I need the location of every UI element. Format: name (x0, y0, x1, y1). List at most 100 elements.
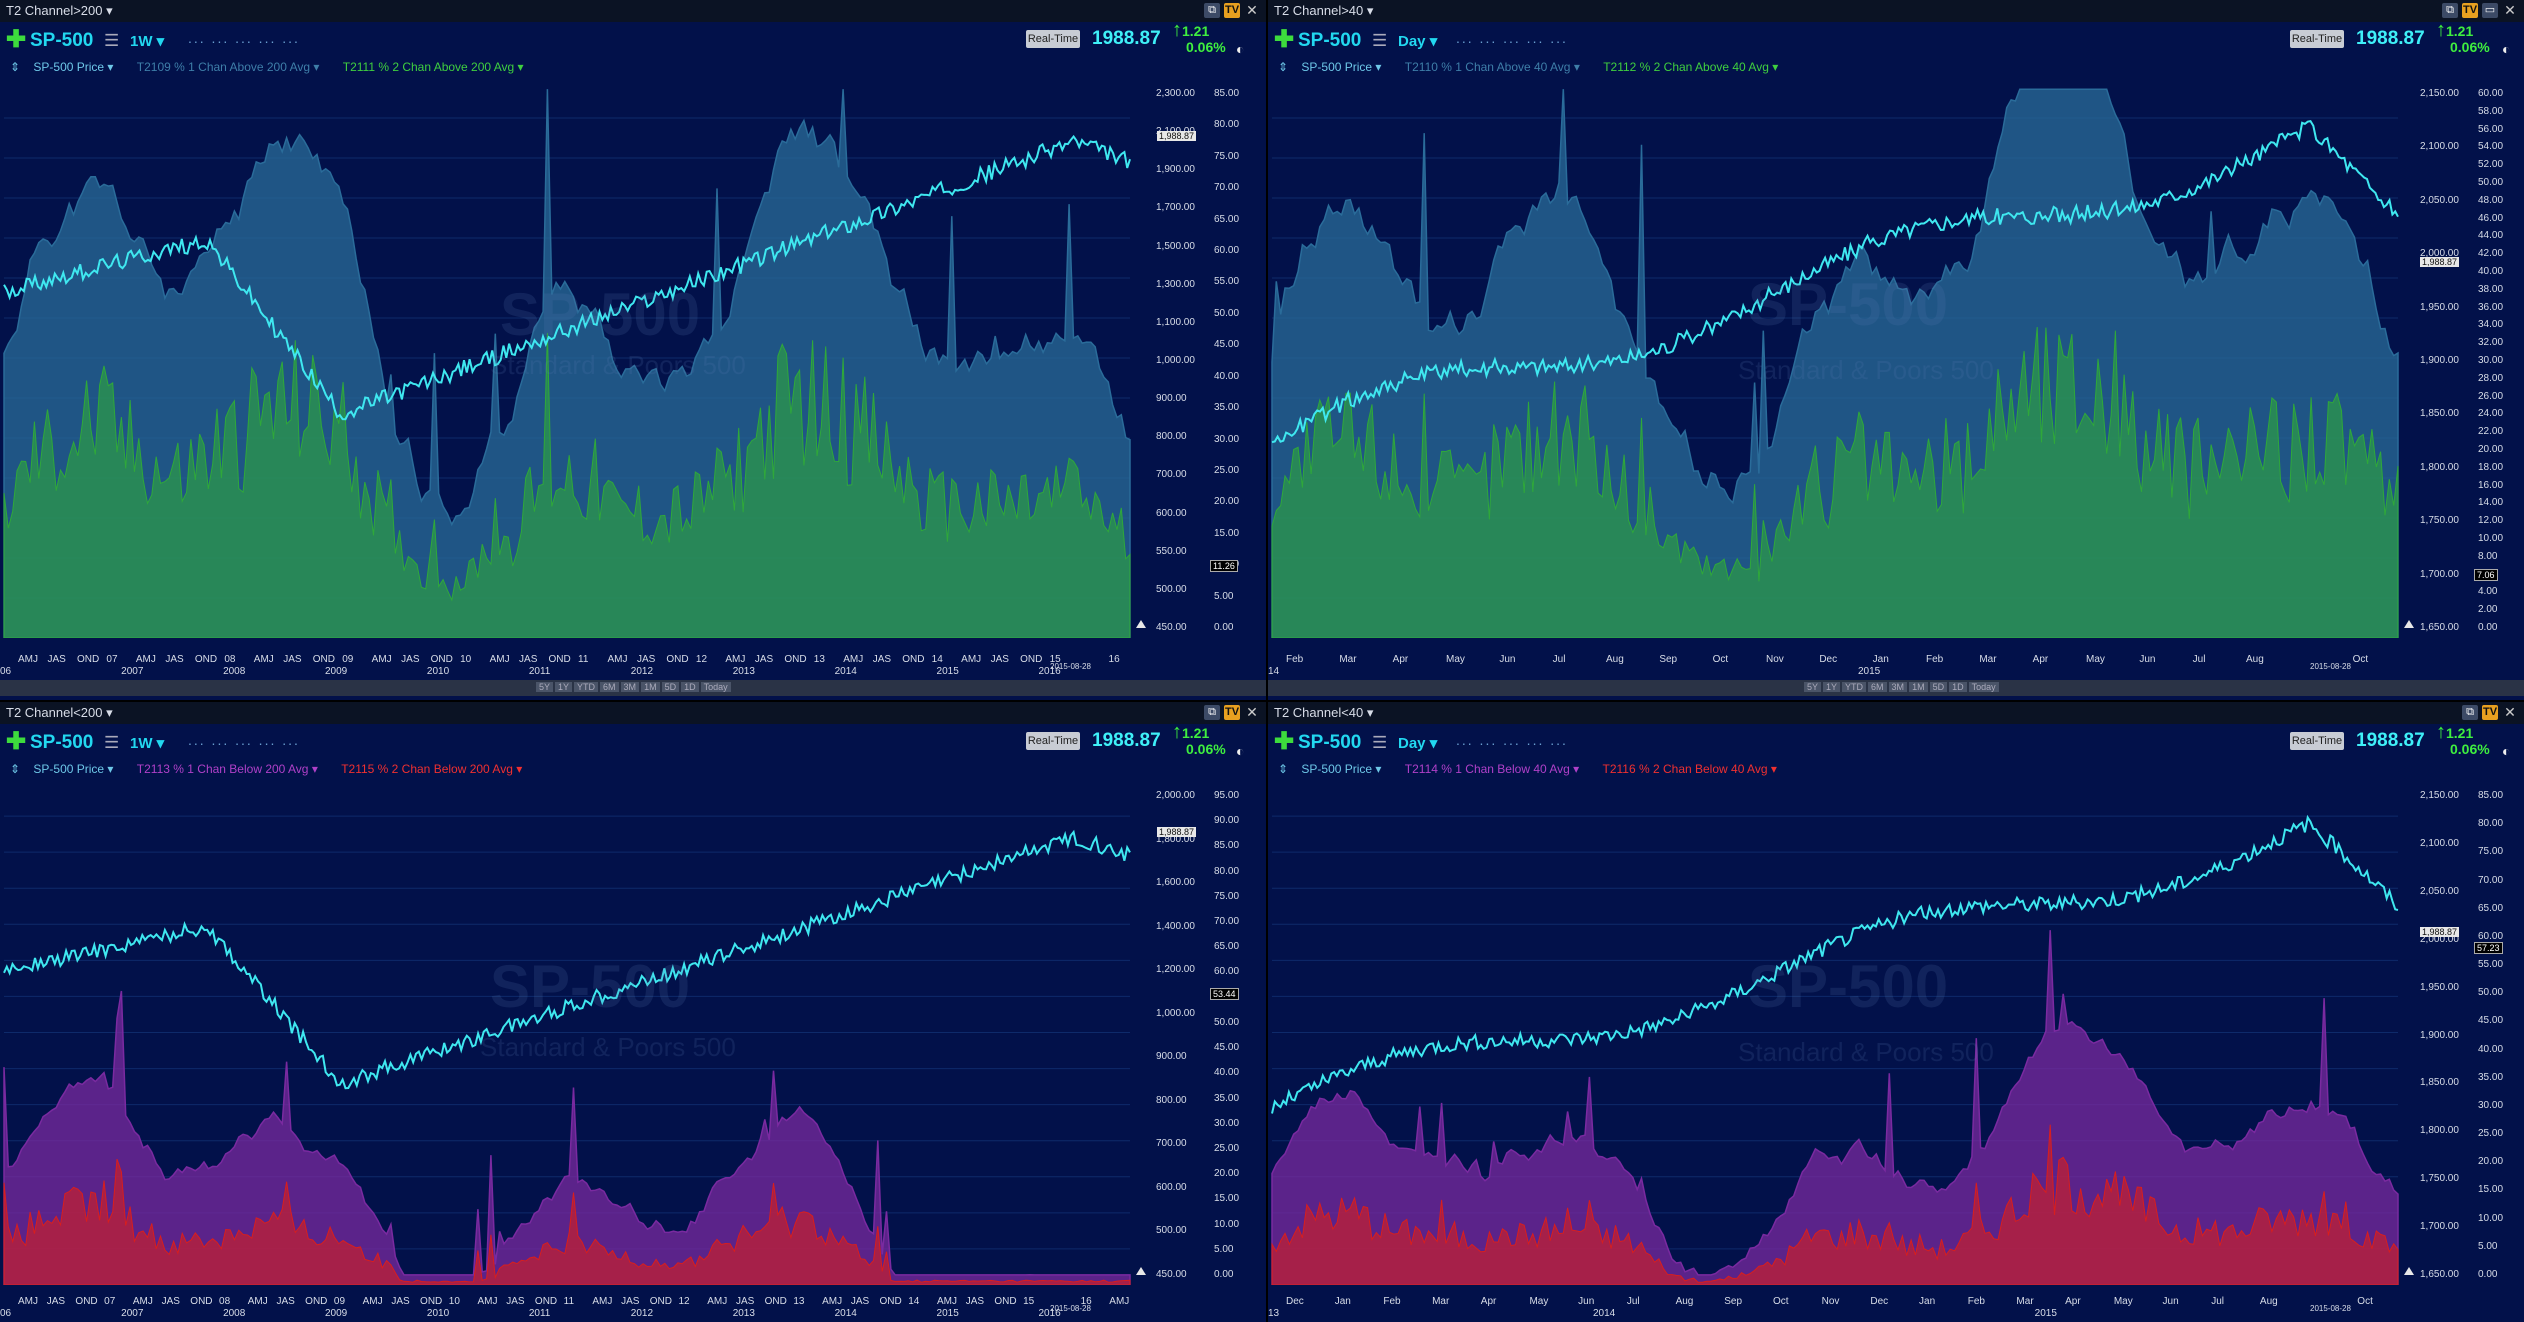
price-axis[interactable]: 2,000.00 1,800.00 1,600.00 1,400.00 1,200.00… (1156, 780, 1214, 1285)
legend-item-below-1[interactable]: T2114 % 1 Chan Below 40 Avg ▾ (1404, 762, 1580, 776)
price-axis[interactable]: 2,300.002,100.001,900.001,700.001,500.00… (1156, 78, 1214, 638)
chevron-down-icon[interactable]: ▾ (102, 3, 113, 18)
zoom-button[interactable]: 1Y (1823, 682, 1841, 692)
zoom-button[interactable]: 1D (1949, 682, 1967, 692)
legend-item-above-1[interactable]: T2110 % 1 Chan Above 40 Avg ▾ (1404, 60, 1580, 74)
chart-plot-area[interactable] (0, 78, 1150, 638)
pane-titlebar[interactable]: T2 Channel>40 ▾ ⧉ TV ▭ ✕ (1268, 0, 2524, 22)
zoom-button[interactable]: Today (1968, 682, 1999, 692)
globe-icon[interactable]: ◐ (1236, 41, 1245, 57)
zoom-button[interactable]: YTD (1842, 682, 1867, 692)
zoom-button[interactable]: 6M (600, 682, 619, 692)
percent-axis[interactable]: 95.00 90.00 85.00 80.00 75.00 70.00 65.00 60.00… (1214, 780, 1264, 1285)
zoom-button[interactable]: 3M (620, 682, 640, 692)
legend-item-price[interactable]: ⇕ SP-500 Price ▾ (1278, 60, 1382, 74)
list-icon[interactable]: ☰ (1372, 31, 1388, 50)
price-axis[interactable]: 2,150.00 2,100.00 2,050.00 2,000.00 1,950.00… (2420, 780, 2476, 1285)
pane-titlebar[interactable]: T2 Channel<40 ▾ ⧉ TV ✕ (1268, 702, 2524, 724)
tv-icon[interactable]: TV (2482, 705, 2498, 720)
split-layout-icon[interactable]: ⧉ (2442, 3, 2458, 18)
symbol-name[interactable]: SP-500 (30, 30, 94, 51)
legend-item-price[interactable]: ⇕ SP-500 Price ▾ (10, 762, 114, 776)
split-layout-icon[interactable]: ⧉ (1204, 3, 1220, 18)
chart-pane-below-40[interactable]: T2 Channel<40 ▾ ⧉ TV ✕ ✚ SP-500 ☰ Day ▾ … (1268, 702, 2524, 1322)
add-symbol-icon[interactable]: ✚ (6, 728, 27, 755)
zoom-button[interactable]: 1D (681, 682, 699, 692)
window-icon[interactable]: ▭ (2482, 3, 2498, 18)
legend-item-above-1[interactable]: T2109 % 1 Chan Above 200 Avg ▾ (136, 60, 320, 74)
time-axis[interactable]: 14 Feb Mar Apr May Jun Jul Aug Sep Oct Nov Dec Jan Fe… (1268, 652, 2418, 678)
legend-item-price[interactable]: ⇕ SP-500 Price ▾ (10, 60, 114, 74)
percent-axis[interactable]: 85.00 80.00 75.00 70.00 65.00 60.00 55.00 50.00… (1214, 78, 1264, 638)
zoom-button[interactable]: YTD (574, 682, 599, 692)
tv-icon[interactable]: TV (2462, 3, 2478, 18)
percent-axis[interactable]: 85.00 80.00 75.00 70.00 65.00 60.00 55.00 50.00… (2478, 780, 2524, 1285)
add-symbol-icon[interactable]: ✚ (6, 26, 27, 53)
legend-item-below-2[interactable]: T2115 % 2 Chan Below 200 Avg ▾ (341, 762, 523, 776)
tv-icon[interactable]: TV (1224, 705, 1240, 720)
zoom-button[interactable]: Today (700, 682, 731, 692)
symbol-name[interactable]: SP-500 (1298, 30, 1362, 51)
legend-item-above-2[interactable]: T2112 % 2 Chan Above 40 Avg ▾ (1603, 60, 1779, 74)
chevron-down-icon[interactable]: ▾ (102, 705, 113, 720)
zoom-button[interactable]: 1Y (555, 682, 573, 692)
add-symbol-icon[interactable]: ✚ (1274, 728, 1295, 755)
list-icon[interactable]: ☰ (1372, 733, 1388, 752)
list-icon[interactable]: ☰ (104, 31, 120, 50)
symbol-name[interactable]: SP-500 (1298, 732, 1362, 753)
zoom-button[interactable]: 5Y (1804, 682, 1822, 692)
time-scrollbar[interactable]: 5Y 1Y YTD 6M 3M 1M 5D 1D Today (1268, 680, 2524, 696)
chevron-down-icon[interactable]: ▾ (1363, 705, 1374, 720)
split-layout-icon[interactable]: ⧉ (1204, 705, 1220, 720)
chart-plot-area[interactable] (1268, 780, 2418, 1285)
interval-selector[interactable]: Day ▾ (1398, 33, 1438, 50)
legend-item-price[interactable]: ⇕ SP-500 Price ▾ (1278, 762, 1382, 776)
add-symbol-icon[interactable]: ✚ (1274, 26, 1295, 53)
percent-axis[interactable]: 60.00 58.00 56.00 54.00 52.00 50.00 48.00 46.00… (2478, 78, 2524, 638)
zoom-button[interactable]: 5D (661, 682, 680, 692)
time-axis[interactable]: 06 AMJ JAS OND 07 AMJ JAS OND 08 AMJ JAS OND 09 AMJ JA… (0, 652, 1150, 678)
realtime-button[interactable]: Real-Time (1026, 732, 1080, 750)
zoom-button[interactable]: 1M (1909, 682, 1928, 692)
list-icon[interactable]: ☰ (104, 733, 120, 752)
realtime-button[interactable]: Real-Time (2290, 30, 2344, 48)
chart-pane-below-200[interactable]: T2 Channel<200 ▾ ⧉ TV ✕ ✚ SP-500 ☰ 1W ▾ … (0, 702, 1266, 1322)
legend-item-below-1[interactable]: T2113 % 1 Chan Below 200 Avg ▾ (136, 762, 318, 776)
drawing-tools-dots-icon[interactable]: ... ... ... ... ... (1456, 732, 1568, 748)
chart-pane-above-200[interactable]: T2 Channel>200 ▾ ⧉ TV ✕ ✚ SP-500 ☰ 1W ▾ … (0, 0, 1266, 700)
interval-selector[interactable]: 1W ▾ (130, 735, 165, 752)
realtime-button[interactable]: Real-Time (1026, 30, 1080, 48)
split-layout-icon[interactable]: ⧉ (2462, 705, 2478, 720)
symbol-name[interactable]: SP-500 (30, 732, 94, 753)
zoom-button[interactable]: 5D (1929, 682, 1948, 692)
interval-selector[interactable]: 1W ▾ (130, 33, 165, 50)
close-icon[interactable]: ✕ (2504, 2, 2516, 18)
legend-item-above-2[interactable]: T2111 % 2 Chan Above 200 Avg ▾ (342, 60, 524, 74)
close-icon[interactable]: ✕ (1246, 704, 1258, 720)
time-axis[interactable]: 13 Dec Jan Feb Mar Apr May Jun Jul Aug Sep Oct Nov De… (1268, 1294, 2418, 1320)
pane-titlebar[interactable]: T2 Channel>200 ▾ ⧉ TV ✕ (0, 0, 1266, 22)
chart-plot-area[interactable] (0, 780, 1150, 1285)
pane-titlebar[interactable]: T2 Channel<200 ▾ ⧉ TV ✕ (0, 702, 1266, 724)
close-icon[interactable]: ✕ (2504, 704, 2516, 720)
close-icon[interactable]: ✕ (1246, 2, 1258, 18)
time-axis[interactable]: 06 AMJ JAS OND 07 AMJ JAS OND 08 AMJ JAS OND 09 AMJ JA… (0, 1294, 1150, 1320)
drawing-tools-dots-icon[interactable]: ... ... ... ... ... (1456, 30, 1568, 46)
price-axis[interactable]: 2,150.00 2,100.00 2,050.00 2,000.00 1,950.00… (2420, 78, 2476, 638)
drawing-tools-dots-icon[interactable]: ... ... ... ... ... (188, 732, 300, 748)
zoom-button[interactable]: 6M (1868, 682, 1887, 692)
chevron-down-icon[interactable]: ▾ (1363, 3, 1374, 18)
realtime-button[interactable]: Real-Time (2290, 732, 2344, 750)
chart-plot-area[interactable] (1268, 78, 2418, 638)
drawing-tools-dots-icon[interactable]: ... ... ... ... ... (188, 30, 300, 46)
zoom-button[interactable]: 3M (1888, 682, 1908, 692)
zoom-button[interactable]: 5Y (536, 682, 554, 692)
interval-selector[interactable]: Day ▾ (1398, 735, 1438, 752)
tv-icon[interactable]: TV (1224, 3, 1240, 18)
chart-pane-above-40[interactable]: T2 Channel>40 ▾ ⧉ TV ▭ ✕ ✚ SP-500 ☰ Day … (1268, 0, 2524, 700)
time-scrollbar[interactable]: 5Y 1Y YTD 6M 3M 1M 5D 1D Today (0, 680, 1266, 696)
legend-item-below-2[interactable]: T2116 % 2 Chan Below 40 Avg ▾ (1602, 762, 1777, 776)
globe-icon[interactable]: ◐ (2502, 743, 2511, 759)
globe-icon[interactable]: ◐ (2502, 41, 2511, 57)
globe-icon[interactable]: ◐ (1236, 743, 1245, 759)
